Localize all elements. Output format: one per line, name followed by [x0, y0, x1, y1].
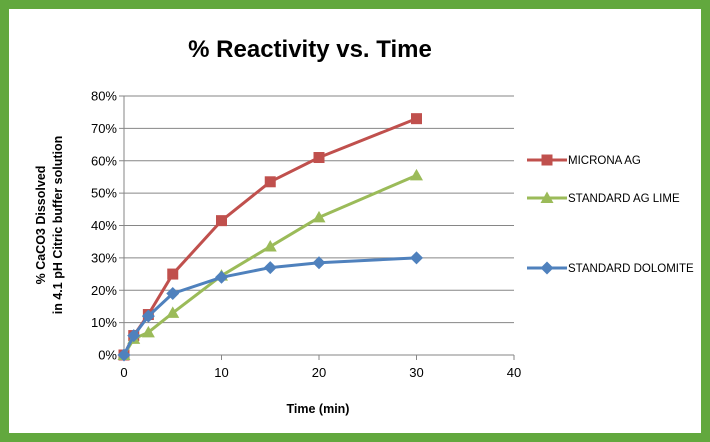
- legend-label: STANDARD AG LIME: [568, 193, 680, 205]
- y-tick-label: 10%: [91, 315, 117, 330]
- data-point-microna-ag: [264, 176, 276, 188]
- y-tick-label: 70%: [91, 121, 117, 136]
- y-tick-label: 60%: [91, 153, 117, 168]
- series-microna-ag: [118, 113, 422, 361]
- y-tick-label: 80%: [91, 89, 117, 104]
- y-tick-label: 50%: [91, 186, 117, 201]
- x-tick-label: 20: [312, 365, 326, 380]
- y-tick-label: 20%: [91, 283, 117, 298]
- axes: [119, 95, 515, 360]
- data-point-standard-ag-lime: [166, 306, 180, 318]
- data-point-standard-dolomite: [312, 256, 326, 270]
- data-point-standard-dolomite: [141, 309, 155, 323]
- data-point-microna-ag: [313, 152, 325, 164]
- legend-marker: [540, 191, 554, 203]
- x-tick-label: 40: [507, 365, 521, 380]
- legend-marker: [540, 261, 554, 275]
- legend-item-standard-ag-lime: STANDARD AG LIME: [527, 191, 680, 205]
- x-tick-label: 0: [120, 365, 127, 380]
- data-point-standard-dolomite: [410, 251, 423, 265]
- legend: MICRONA AG STANDARD AG LIME STANDARD DOLOM…: [527, 154, 694, 275]
- y-tick-label: 40%: [91, 218, 117, 233]
- series-line-microna-ag: [122, 117, 418, 356]
- chart-title: % Reactivity vs. Time: [188, 36, 432, 63]
- x-tick-label: 10: [214, 365, 228, 380]
- data-point-microna-ag: [167, 268, 179, 280]
- data-point-standard-dolomite: [166, 286, 180, 300]
- data-point-standard-dolomite: [117, 348, 131, 362]
- legend-item-microna-ag: MICRONA AG: [527, 154, 641, 167]
- x-tick-labels: 0 10 20 30 40: [120, 365, 521, 380]
- gridlines: [124, 95, 514, 324]
- data-point-standard-ag-lime: [141, 325, 155, 338]
- data-point-standard-dolomite: [127, 329, 141, 343]
- y-tick-labels: 0% 10% 20% 30% 40% 50% 60% 70% 80%: [91, 89, 117, 363]
- data-point-standard-dolomite: [263, 261, 277, 275]
- y-tick-label: 0%: [98, 348, 117, 363]
- y-tick-label: 30%: [91, 250, 117, 265]
- legend-label: STANDARD DOLOMITE: [568, 263, 694, 275]
- y-axis-label-line-1: % CaCO3 Dissolved: [34, 166, 48, 285]
- y-axis-label-line-2: in 4.1 pH Citric buffer solution: [51, 136, 65, 314]
- legend-item-standard-dolomite: STANDARD DOLOMITE: [527, 261, 694, 275]
- data-point-standard-ag-lime: [312, 210, 326, 223]
- data-point-standard-ag-lime: [263, 240, 277, 252]
- legend-marker: [541, 154, 553, 166]
- data-point-standard-dolomite: [215, 270, 228, 284]
- y-axis-label: % CaCO3 Dissolved in 4.1 pH Citric buffe…: [34, 136, 65, 314]
- data-point-microna-ag: [411, 113, 422, 125]
- series-standard-dolomite: [117, 251, 423, 362]
- data-point-standard-ag-lime: [410, 168, 423, 181]
- plot-area: [117, 113, 423, 362]
- x-axis-label: Time (min): [287, 402, 350, 416]
- legend-label: MICRONA AG: [568, 155, 641, 167]
- x-tick-label: 30: [409, 365, 423, 380]
- data-point-microna-ag: [216, 215, 227, 227]
